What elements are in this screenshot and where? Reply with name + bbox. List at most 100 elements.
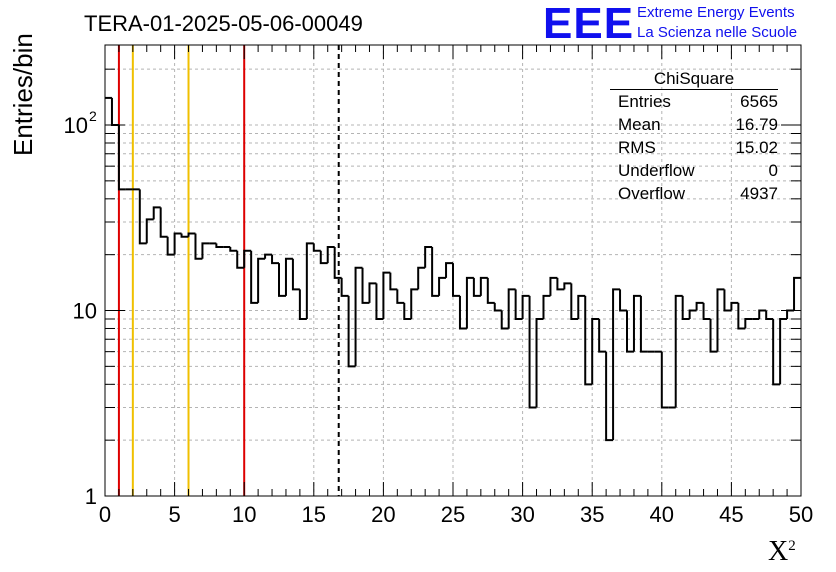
histogram-bin <box>765 310 774 320</box>
histogram-bin <box>417 266 426 290</box>
histogram-bin <box>138 189 147 245</box>
histogram-bin <box>556 277 565 291</box>
x-tick-label: 5 <box>168 502 180 527</box>
axis-ticks <box>104 45 802 497</box>
histogram-bin <box>271 254 279 265</box>
stats-label: Mean <box>618 115 661 134</box>
histogram-bin <box>375 283 384 320</box>
histogram-bin <box>626 310 634 353</box>
histogram-bin <box>396 289 405 304</box>
histogram-bin <box>243 249 252 268</box>
histogram-bin <box>180 233 189 238</box>
histogram-bin <box>110 97 119 127</box>
stats-row: Entries 6565 <box>610 90 778 113</box>
stats-row: Underflow 0 <box>610 159 778 182</box>
histogram-bin <box>465 276 474 329</box>
histogram-bin <box>424 245 433 268</box>
eee-logo: EEE <box>543 0 635 48</box>
x-tick-label: 0 <box>99 502 111 527</box>
histogram-bin <box>257 257 266 303</box>
histogram-bin <box>500 310 509 330</box>
histogram-bin <box>716 288 725 352</box>
x-tick-label: 40 <box>650 502 674 527</box>
run-title: TERA-01-2025-05-06-00049 <box>84 11 363 36</box>
histogram-bin <box>723 289 732 312</box>
histogram-series <box>105 96 801 442</box>
histogram-bin <box>542 294 551 319</box>
histogram-bin <box>382 271 391 319</box>
histogram-bin <box>452 263 460 297</box>
histogram-bin <box>660 351 669 409</box>
histogram-bin <box>577 294 586 319</box>
stats-value: 6565 <box>740 92 778 111</box>
histogram-bin <box>605 351 614 442</box>
histogram-bin <box>166 236 175 256</box>
x-tick-label: 10 <box>232 502 256 527</box>
histogram-bin <box>326 245 335 264</box>
histogram-bin <box>431 246 440 297</box>
x-tick-label: 25 <box>441 502 465 527</box>
histogram-bin <box>472 277 481 297</box>
x-axis-label-text: X <box>768 536 789 567</box>
grid <box>104 45 802 497</box>
histogram-bin <box>368 282 377 303</box>
stats-label: Underflow <box>618 161 695 180</box>
histogram-bin <box>354 266 363 367</box>
histogram-bin <box>305 242 314 319</box>
histogram-bin <box>674 294 683 408</box>
stats-value: 4937 <box>740 184 778 203</box>
stats-value: 15.02 <box>735 138 778 157</box>
histogram-bin <box>591 317 600 385</box>
histogram-bin <box>236 250 245 269</box>
histogram-bin <box>445 262 453 278</box>
reference-lines <box>117 45 340 496</box>
logo-subtitle-1: Extreme Energy Events <box>637 4 795 21</box>
histogram-bin <box>758 309 767 319</box>
histogram-bin <box>458 295 467 330</box>
histogram-bin <box>632 294 641 352</box>
histogram-bin <box>779 317 788 385</box>
histogram-bin <box>563 282 572 290</box>
histogram-bin <box>215 243 224 248</box>
histogram-bin <box>201 242 210 259</box>
x-tick-label: 15 <box>302 502 326 527</box>
y-tick-label: 1 <box>85 484 97 509</box>
histogram-bin <box>117 125 126 191</box>
histogram-bin <box>319 250 328 265</box>
x-axis-label: X2 <box>768 536 796 568</box>
histogram-bin <box>347 295 356 368</box>
histogram-bin <box>340 277 349 297</box>
x-tick-label: 50 <box>789 502 813 527</box>
stats-row: Overflow 4937 <box>610 182 778 205</box>
histogram-bin <box>278 263 286 297</box>
y-axis-label: Entries/bin <box>8 33 38 156</box>
y-tick-label-exponent: 2 <box>89 108 97 124</box>
histogram-bin <box>298 289 307 320</box>
histogram-bin <box>291 258 300 291</box>
histogram-bin <box>410 288 419 319</box>
x-tick-label: 35 <box>580 502 604 527</box>
histogram-bin <box>264 253 273 259</box>
histogram-bin <box>159 207 168 238</box>
histogram-bin <box>681 295 690 320</box>
histogram-bin <box>584 295 593 386</box>
histogram-bin <box>702 302 711 320</box>
x-tick-label: 20 <box>371 502 395 527</box>
histogram-bin <box>152 206 161 220</box>
logo-subtitle-2: La Scienza nelle Scuole <box>637 24 798 41</box>
histogram-bin <box>486 277 495 304</box>
histogram-bin <box>709 318 718 353</box>
histogram-bin <box>695 301 704 311</box>
histogram-bin <box>528 295 537 409</box>
histogram-bin <box>737 302 746 330</box>
histogram-bin <box>194 233 203 260</box>
histogram-bin <box>535 317 544 408</box>
x-tick-label: 45 <box>719 502 743 527</box>
histogram-bin <box>521 294 530 319</box>
histogram-bin <box>389 272 398 291</box>
histogram-bin <box>493 302 502 312</box>
histogram-bin <box>173 232 182 255</box>
histogram-bin <box>549 276 558 296</box>
